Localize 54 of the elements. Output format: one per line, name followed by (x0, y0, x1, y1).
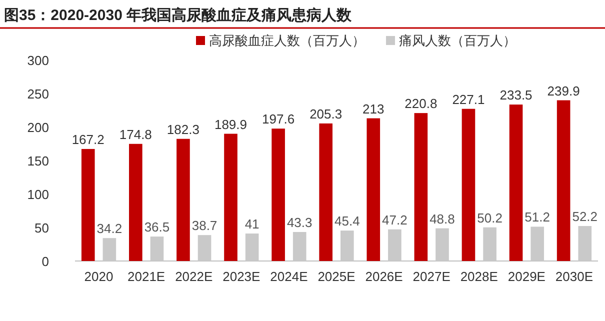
bar (509, 104, 523, 261)
data-label: 197.6 (262, 112, 295, 127)
data-label: 167.2 (72, 132, 104, 147)
y-tick-label: 200 (27, 120, 49, 135)
data-label: 174.8 (119, 126, 152, 142)
x-tick-label: 2026E (365, 269, 404, 284)
data-label: 51.2 (524, 210, 550, 225)
bar (176, 138, 190, 261)
bar (224, 134, 238, 261)
x-tick-label: 2028E (460, 269, 498, 284)
x-tick-label: 2023E (222, 269, 261, 284)
y-tick-label: 0 (42, 254, 49, 269)
x-tick-label: 2027E (412, 269, 451, 284)
data-label: 220.8 (404, 96, 438, 112)
x-tick-label: 2020 (84, 269, 114, 284)
data-label: 189.9 (214, 116, 248, 132)
bar (81, 148, 95, 261)
bar (366, 118, 380, 261)
x-tick-label: 2024E (270, 269, 308, 284)
chart-title: 图35：2020-2030 年我国高尿酸血症及痛风患病人数 (4, 6, 353, 24)
data-label: 52.2 (572, 209, 598, 224)
bar (414, 113, 428, 261)
data-label: 233.5 (500, 88, 532, 103)
x-tick-label: 2030E (555, 269, 594, 284)
x-tick-label: 2022E (175, 269, 213, 284)
data-label: 45.4 (334, 214, 360, 229)
data-label: 50.2 (477, 210, 502, 226)
bar (272, 128, 285, 261)
bar (129, 144, 142, 261)
x-tick-label: 2025E (318, 269, 356, 284)
data-label: 205.3 (310, 106, 342, 122)
y-tick-label: 150 (27, 154, 49, 168)
legend-label: 痛风人数（百万人） (399, 33, 516, 48)
data-label: 36.5 (144, 220, 170, 235)
data-label: 182.3 (166, 122, 200, 137)
data-label: 227.1 (452, 92, 485, 107)
data-label: 213 (362, 101, 384, 116)
y-tick-label: 250 (27, 86, 49, 102)
x-tick-label: 2029E (508, 269, 546, 284)
data-label: 239.9 (547, 83, 580, 98)
bar (319, 123, 332, 261)
y-tick-label: 100 (27, 187, 49, 202)
bar (556, 100, 570, 261)
legend-label: 高尿酸血症人数（百万人） (209, 33, 365, 48)
bar (462, 108, 476, 261)
y-tick-label: 300 (27, 53, 49, 68)
data-label: 48.8 (430, 211, 455, 226)
y-tick-label: 50 (34, 220, 49, 236)
data-label: 34.2 (96, 221, 122, 236)
x-tick-label: 2021E (128, 269, 166, 284)
data-label: 43.3 (286, 214, 312, 230)
data-label: 38.7 (192, 218, 218, 234)
data-label: 41 (244, 216, 260, 232)
data-label: 47.2 (382, 212, 408, 228)
